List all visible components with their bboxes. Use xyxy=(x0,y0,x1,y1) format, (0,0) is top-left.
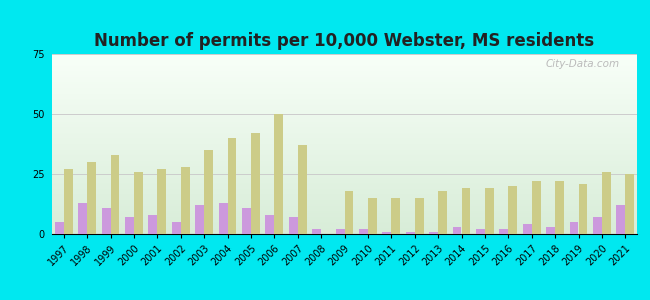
Bar xyxy=(625,174,634,234)
Bar xyxy=(602,172,611,234)
Bar xyxy=(382,232,391,234)
Bar xyxy=(274,114,283,234)
Bar xyxy=(289,217,298,234)
Bar xyxy=(55,222,64,234)
Bar xyxy=(195,205,204,234)
Bar xyxy=(359,229,368,234)
Bar xyxy=(593,217,602,234)
Bar xyxy=(391,198,400,234)
Bar xyxy=(227,138,237,234)
Bar xyxy=(616,205,625,234)
Bar xyxy=(181,167,190,234)
Bar xyxy=(485,188,494,234)
Bar xyxy=(462,188,471,234)
Bar xyxy=(578,184,588,234)
Bar xyxy=(335,229,345,234)
Bar xyxy=(523,224,532,234)
Bar xyxy=(251,133,260,234)
Bar xyxy=(499,229,508,234)
Bar xyxy=(101,208,111,234)
Bar xyxy=(312,229,321,234)
Bar xyxy=(64,169,73,234)
Bar xyxy=(415,198,424,234)
Bar xyxy=(78,203,87,234)
Bar xyxy=(87,162,96,234)
Bar xyxy=(157,169,166,234)
Bar xyxy=(429,232,438,234)
Bar xyxy=(368,198,377,234)
Bar xyxy=(298,145,307,234)
Bar xyxy=(218,203,227,234)
Bar xyxy=(452,227,462,234)
Bar xyxy=(546,227,555,234)
Bar xyxy=(111,155,120,234)
Bar xyxy=(204,150,213,234)
Bar xyxy=(134,172,143,234)
Bar xyxy=(125,217,134,234)
Bar xyxy=(508,186,517,234)
Bar xyxy=(532,181,541,234)
Bar xyxy=(406,232,415,234)
Title: Number of permits per 10,000 Webster, MS residents: Number of permits per 10,000 Webster, MS… xyxy=(94,32,595,50)
Bar xyxy=(148,215,157,234)
Bar xyxy=(438,191,447,234)
Bar xyxy=(172,222,181,234)
Bar xyxy=(344,191,354,234)
Text: City-Data.com: City-Data.com xyxy=(545,59,619,69)
Bar xyxy=(476,229,485,234)
Bar xyxy=(265,215,274,234)
Bar xyxy=(555,181,564,234)
Bar xyxy=(242,208,251,234)
Bar xyxy=(569,222,578,234)
